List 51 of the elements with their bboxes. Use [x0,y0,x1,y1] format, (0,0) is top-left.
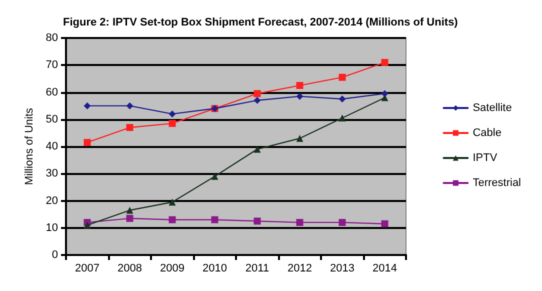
x-tick-label: 2007 [75,262,100,274]
point [254,146,261,153]
x-tick-label: 2010 [202,262,227,274]
point [338,96,346,103]
chart-title: Figure 2: IPTV Set-top Box Shipment Forecast, 2007-2014 (Millions of Units) [63,16,458,28]
legend-label: IPTV [472,152,498,164]
legend-label: Satellite [472,102,512,114]
legend-label: Terrestrial [472,177,522,189]
point [381,58,388,66]
y-tick-label: 30 [46,168,58,180]
point [296,134,304,142]
point [296,218,304,226]
point [126,214,134,222]
y-tick-label: 70 [46,59,58,72]
point [168,120,176,127]
y-tick-label: 0 [52,249,58,261]
point [254,96,261,104]
y-tick-label: 60 [46,86,58,98]
x-tick-label: 2009 [160,262,184,274]
point [168,110,176,118]
point [126,206,134,214]
legend-label: Cable [472,127,502,139]
point [296,92,304,100]
x-tick-label: 2013 [330,262,354,274]
point [381,90,388,98]
point [338,114,346,122]
point [381,220,388,228]
x-tick-label: 2014 [372,262,397,274]
point [211,216,218,224]
point [84,102,91,110]
point [254,218,261,225]
point [338,218,346,226]
point [84,222,91,229]
point [126,102,134,110]
point [211,172,218,180]
y-tick-label: 10 [46,222,58,234]
x-tick-label: 2011 [245,262,270,274]
point [84,138,91,146]
y-tick-label: 80 [46,32,58,44]
point [168,216,176,224]
y-axis-title: Millions of Units [23,107,36,186]
point [126,124,134,132]
point [338,74,346,81]
point [168,198,176,206]
point [296,82,304,89]
x-tick-label: 2012 [288,262,312,274]
x-tick-label: 2008 [118,262,142,274]
y-tick-label: 40 [46,140,58,152]
y-tick-label: 50 [46,113,58,126]
y-tick-label: 20 [46,194,58,207]
point [254,90,261,98]
